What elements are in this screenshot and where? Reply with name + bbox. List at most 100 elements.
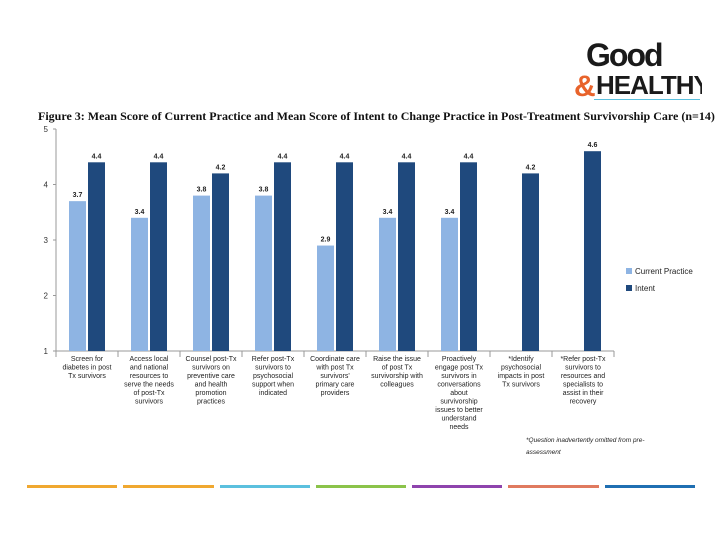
x-category-label-line: recovery: [570, 399, 597, 406]
data-label: 4.2: [216, 164, 226, 171]
x-category-label-line: *Refer post-Tx: [560, 356, 606, 363]
x-category-label-line: survivors: [135, 399, 164, 406]
x-category-label: Raise the issue of post Tx survivorship wi…: [371, 356, 423, 389]
legend-swatch: [626, 285, 632, 291]
bar-current-practice: [317, 245, 334, 351]
bar-intent: [336, 162, 353, 351]
x-category-label-line: providers: [321, 390, 350, 397]
decorative-color-bar: [27, 485, 695, 488]
bar-current-practice: [255, 195, 272, 351]
data-label: 3.8: [197, 187, 207, 194]
y-tick-label: 1: [44, 347, 49, 356]
bar-current-practice: [69, 201, 86, 351]
bar-intent: [584, 151, 601, 351]
x-category-label-line: impacts in post: [498, 373, 545, 380]
x-category-label-line: psychosocial: [501, 365, 542, 372]
x-category-label-line: survivors': [320, 373, 349, 380]
x-category-label-line: indicated: [259, 390, 287, 397]
x-category-label-line: *Identify: [508, 356, 534, 363]
x-category-label-line: diabetes in post: [62, 365, 111, 372]
x-category-label-line: of post-Tx: [133, 390, 165, 397]
legend-label: Current Practice: [635, 267, 693, 276]
x-category-label: *Refer post-Tx survivors to resources and s…: [560, 356, 606, 406]
x-category-label-line: support when: [252, 382, 294, 389]
y-tick-label: 3: [44, 236, 49, 245]
color-bar-segment: [315, 485, 407, 488]
data-label: 3.4: [445, 209, 455, 216]
color-bar-segment: [412, 485, 503, 488]
x-category-label: Screen for diabetes in post Tx survivors: [62, 356, 111, 380]
x-category-label-line: about: [450, 390, 468, 397]
x-category-label: Counsel post-Tx survivors on preventive ca…: [186, 356, 237, 406]
bar-intent: [522, 173, 539, 351]
data-label: 4.4: [92, 153, 102, 160]
x-category-label-line: survivors in: [441, 373, 477, 380]
data-label: 3.4: [135, 209, 145, 216]
color-bar-segment: [508, 485, 599, 488]
x-category-label-line: promotion: [195, 390, 226, 397]
x-category-label-line: Refer post-Tx: [252, 356, 295, 363]
color-bar-segment: [27, 485, 118, 488]
y-tick-label: 4: [44, 181, 49, 190]
bar-current-practice: [193, 195, 210, 351]
x-category-label-line: primary care: [316, 382, 355, 389]
bar-intent: [460, 162, 477, 351]
data-label: 3.4: [383, 209, 393, 216]
logo: Good & HEALTHY: [574, 37, 702, 103]
x-category-label-line: Counsel post-Tx: [186, 356, 237, 363]
x-category-label-line: and national: [130, 365, 169, 372]
logo-good-text: Good: [586, 37, 662, 73]
x-category-label-line: Raise the issue: [373, 356, 421, 363]
data-label: 4.4: [464, 153, 474, 160]
x-category-label-line: resources and: [561, 373, 605, 380]
legend-label: Intent: [635, 284, 656, 293]
color-bar-segment: [123, 485, 214, 488]
x-category-label-line: Access local: [130, 356, 169, 363]
y-tick-label: 5: [44, 125, 49, 134]
x-category-label-line: needs: [449, 424, 469, 431]
y-tick-label: 2: [44, 292, 49, 301]
bar-intent: [150, 162, 167, 351]
x-category-label: Access local and national resources to serv…: [124, 356, 174, 406]
bar-intent: [398, 162, 415, 351]
data-label: 3.8: [259, 187, 269, 194]
x-category-label-line: engage post Tx: [435, 365, 484, 372]
data-label: 4.6: [588, 142, 598, 149]
x-category-label-line: survivorship: [440, 399, 477, 406]
x-category-label-line: specialists to: [563, 382, 603, 389]
chart-title: Figure 3: Mean Score of Current Practice…: [38, 109, 715, 123]
x-category-label-line: Screen for: [71, 356, 104, 363]
bar-intent: [212, 173, 229, 351]
x-category-label-line: psychosocial: [253, 373, 294, 380]
x-category-label-line: survivors to: [565, 365, 601, 372]
x-category-label-line: conversations: [437, 382, 481, 389]
color-bar-segment: [219, 485, 310, 488]
x-category-label-line: Coordinate care: [310, 356, 360, 363]
bar-intent: [274, 162, 291, 351]
x-category-label: Proactively engage post Tx survivors in con…: [435, 356, 484, 431]
x-category-label-line: and health: [195, 382, 228, 389]
data-label: 4.4: [278, 153, 288, 160]
x-category-label-line: understand: [441, 416, 476, 423]
x-category-label-line: practices: [197, 399, 226, 406]
x-category-label-line: Tx survivors: [68, 373, 106, 380]
bar-current-practice: [131, 217, 148, 351]
data-label: 4.4: [402, 153, 412, 160]
x-category-label: Coordinate care with post Tx survivors' pri…: [310, 356, 360, 397]
x-category-label: *Identify psychosocial impacts in post Tx s…: [498, 356, 545, 389]
data-label: 4.4: [154, 153, 164, 160]
x-category-label-line: resources to: [130, 373, 169, 380]
x-category-label-line: survivorship with: [371, 373, 423, 380]
x-category-label-line: serve the needs: [124, 382, 174, 389]
x-category-label-line: with post Tx: [315, 365, 354, 372]
x-category-label-line: assist in their: [563, 390, 605, 397]
x-category-label-line: Tx survivors: [502, 382, 540, 389]
x-category-label-line: survivors to: [255, 365, 291, 372]
x-category-label: Refer post-Tx survivors to psychosocial sup…: [252, 356, 295, 397]
x-category-label-line: of post Tx: [382, 365, 413, 372]
logo-underline: [594, 99, 700, 100]
data-label: 4.2: [526, 164, 536, 171]
x-category-label-line: survivors on: [192, 365, 230, 372]
bar-current-practice: [441, 217, 458, 351]
data-label: 3.7: [73, 192, 83, 199]
